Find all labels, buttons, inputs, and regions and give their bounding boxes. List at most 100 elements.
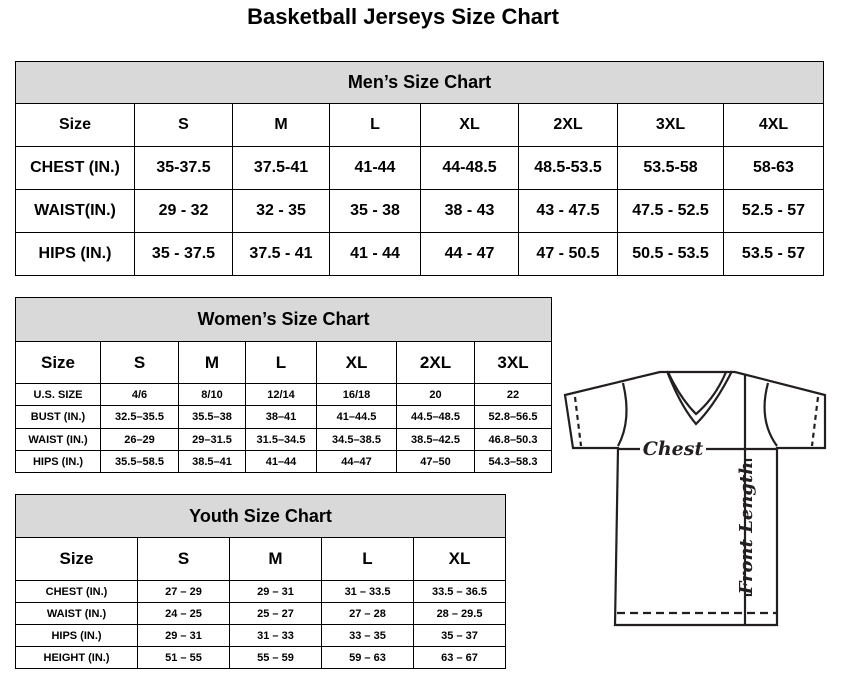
column-header: S [100,341,179,384]
table-cell: 8/10 [178,383,246,406]
table-cell: 37.5-41 [232,146,330,190]
table-cell: 26–29 [100,428,179,451]
header-row: Size S M L XL 2XL 3XL [15,341,553,384]
table-cell: 46.8–50.3 [473,428,553,451]
table-row: CHEST (IN.) 35-37.5 37.5-41 41-44 44-48.5 48.… [15,146,824,190]
column-header: XL [316,341,397,384]
table-row: HIPS (IN.) 29 – 31 31 – 33 33 – 35 35 – 37 [15,624,507,647]
table-cell: 27 – 29 [137,580,230,603]
row-label: U.S. SIZE [15,383,101,406]
table-cell: 29 – 31 [229,580,322,603]
column-header: S [137,537,230,581]
column-header: L [329,103,421,147]
table-row: CHEST (IN.) 27 – 29 29 – 31 31 – 33.5 33.5 –… [15,580,507,603]
table-cell: 38–41 [245,405,317,429]
table-cell: 41-44 [329,146,421,190]
table-row: WAIST (IN.) 24 – 25 25 – 27 27 – 28 28 – 29.… [15,602,507,625]
column-header: 3XL [617,103,724,147]
row-label: CHEST (IN.) [15,146,135,190]
table-cell: 41 - 44 [329,232,421,276]
header-row: Size S M L XL [15,537,507,581]
table-cell: 35 - 38 [329,189,421,233]
column-header: 2XL [518,103,618,147]
table-cell: 54.3–58.3 [473,450,553,473]
table-cell: 52.5 - 57 [723,189,824,233]
men-caption: Men’s Size Chart [15,61,824,104]
row-label: WAIST (IN.) [15,428,101,451]
table-cell: 32 - 35 [232,189,330,233]
row-label: HIPS (IN.) [15,450,101,473]
table-cell: 35 – 37 [412,624,507,647]
table-cell: 63 – 67 [412,646,507,669]
table-cell: 44 - 47 [420,232,519,276]
column-header: M [229,537,322,581]
table-cell: 38 - 43 [420,189,519,233]
table-cell: 37.5 - 41 [232,232,330,276]
table-cell: 29 – 31 [137,624,230,647]
table-cell: 51 – 55 [137,646,230,669]
column-header: 3XL [473,341,553,384]
table-cell: 35-37.5 [134,146,233,190]
column-header: Size [15,341,101,384]
table-cell: 31 – 33 [229,624,322,647]
youth-caption: Youth Size Chart [14,494,507,538]
table-row: HIPS (IN.) 35 - 37.5 37.5 - 41 41 - 44 44 - … [15,232,824,276]
table-cell: 24 – 25 [137,602,230,625]
column-header: Size [15,103,135,147]
column-header: S [134,103,233,147]
column-header: XL [420,103,519,147]
column-header: 2XL [396,341,475,384]
table-cell: 47 - 50.5 [518,232,618,276]
table-cell: 41–44.5 [316,405,397,429]
front-length-label: Front Length [736,462,757,596]
table-row: HEIGHT (IN.) 51 – 55 55 – 59 59 – 63 63 – 67 [15,646,507,669]
chest-label: Chest [643,438,704,460]
table-cell: 58-63 [723,146,824,190]
table-row: WAIST(IN.) 29 - 32 32 - 35 35 - 38 38 - 43 43… [15,189,824,233]
table-cell: 25 – 27 [229,602,322,625]
table-cell: 33.5 – 36.5 [412,580,507,603]
table-row: HIPS (IN.) 35.5–58.5 38.5–41 41–44 44–47 47–5… [15,450,553,473]
table-cell: 33 – 35 [321,624,414,647]
column-header: L [245,341,317,384]
table-cell: 35.5–38 [178,405,246,429]
table-cell: 50.5 - 53.5 [617,232,724,276]
column-header: XL [412,537,507,581]
table-cell: 27 – 28 [321,602,414,625]
column-header: M [232,103,330,147]
table-cell: 12/14 [245,383,317,406]
header-row: Size S M L XL 2XL 3XL 4XL [15,103,824,147]
column-header: L [321,537,414,581]
table-cell: 29–31.5 [178,428,246,451]
youth-size-table: Youth Size Chart Size S M L XL CHEST (IN.) 27 –… [14,494,507,669]
table-cell: 35 - 37.5 [134,232,233,276]
table-cell: 29 - 32 [134,189,233,233]
table-cell: 41–44 [245,450,317,473]
row-label: CHEST (IN.) [15,580,138,603]
table-cell: 38.5–42.5 [396,428,475,451]
row-label: HIPS (IN.) [15,624,138,647]
row-label: HEIGHT (IN.) [15,646,138,669]
table-cell: 59 – 63 [321,646,414,669]
row-label: BUST (IN.) [15,405,101,429]
table-cell: 53.5 - 57 [723,232,824,276]
table-cell: 22 [473,383,553,406]
table-cell: 55 – 59 [229,646,322,669]
mens-size-table: Men’s Size Chart Size S M L XL 2XL 3XL 4XL CHEST … [15,61,824,276]
page-title: Basketball Jerseys Size Chart [247,4,559,29]
table-cell: 20 [396,383,475,406]
table-cell: 16/18 [316,383,397,406]
row-label: WAIST(IN.) [15,189,135,233]
table-cell: 35.5–58.5 [100,450,179,473]
table-cell: 43 - 47.5 [518,189,618,233]
jersey-diagram: Chest Front Length [563,370,827,627]
table-cell: 32.5–35.5 [100,405,179,429]
table-cell: 38.5–41 [178,450,246,473]
table-cell: 44–47 [316,450,397,473]
table-cell: 47–50 [396,450,475,473]
table-cell: 47.5 - 52.5 [617,189,724,233]
row-label: WAIST (IN.) [15,602,138,625]
column-header: M [178,341,246,384]
womens-size-table: Women’s Size Chart Size S M L XL 2XL 3XL U.S. SI… [14,297,553,473]
table-cell: 31.5–34.5 [245,428,317,451]
